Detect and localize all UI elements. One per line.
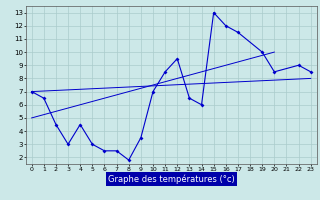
X-axis label: Graphe des températures (°c): Graphe des températures (°c) [108,175,235,184]
